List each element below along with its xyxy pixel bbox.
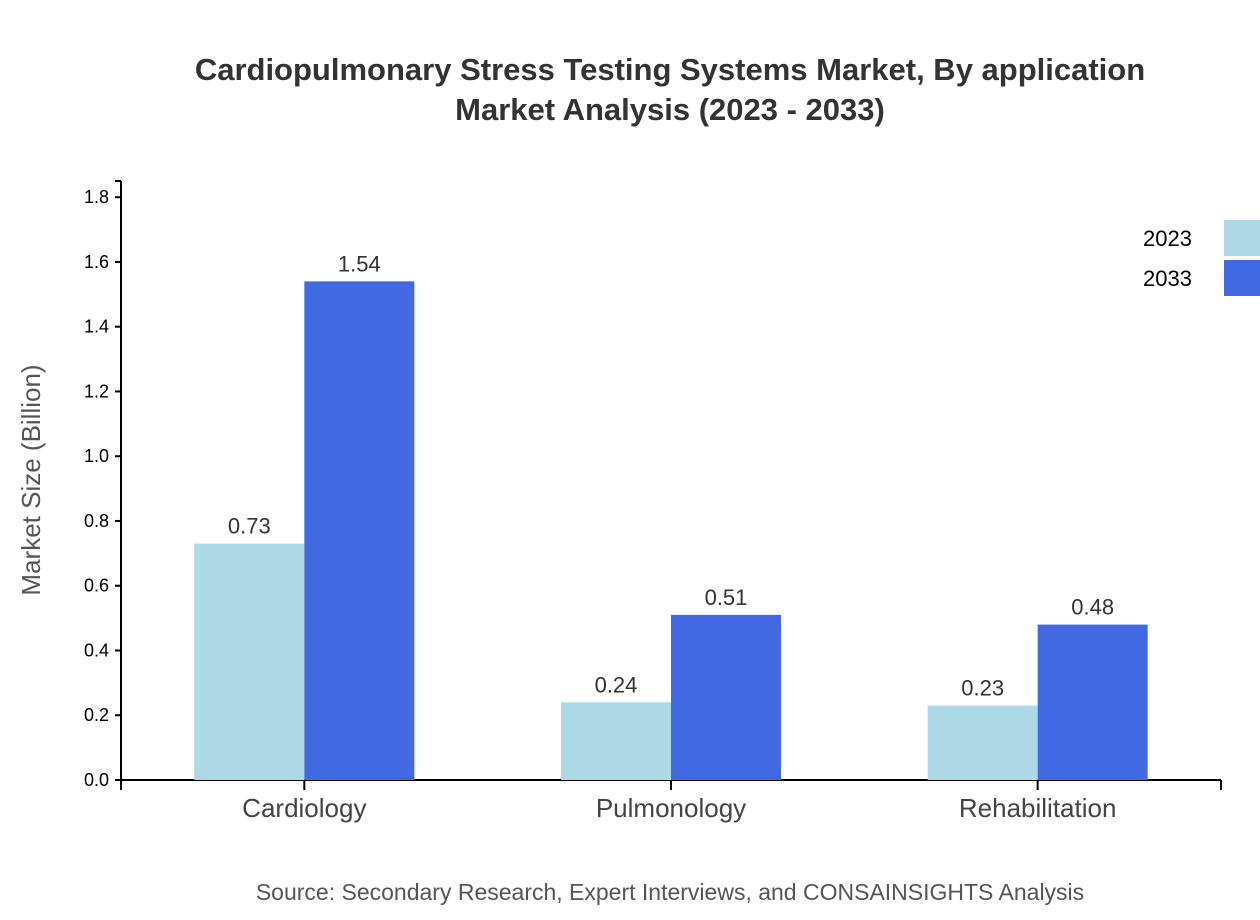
source-note: Source: Secondary Research, Expert Inter…	[256, 879, 1084, 905]
legend-label: 2033	[1143, 266, 1192, 291]
x-tick-label: Cardiology	[242, 793, 366, 823]
y-tick-label: 1.4	[84, 317, 109, 337]
bar-2033-pulmonology	[671, 614, 781, 780]
y-tick-label: 0.8	[84, 511, 109, 531]
y-tick-label: 0.4	[84, 640, 109, 660]
bar-2033-rehabilitation	[1037, 624, 1148, 780]
y-tick-label: 0.0	[84, 770, 109, 790]
y-tick-label: 0.2	[84, 705, 109, 725]
y-tick-label: 1.8	[84, 187, 109, 207]
bar-2033-cardiology	[304, 281, 415, 780]
data-label: 0.48	[1071, 595, 1114, 620]
x-tick-label: Rehabilitation	[959, 793, 1117, 823]
y-axis: 0.0 0.2 0.4 0.6 0.8 1.0 1.2 1.4 1.6 1.8	[84, 180, 122, 790]
data-label: 0.24	[595, 672, 638, 697]
bar-2023-rehabilitation	[927, 705, 1038, 780]
bar-2023-pulmonology	[561, 702, 671, 780]
x-axis: Cardiology Pulmonology Rehabilitation	[120, 779, 1222, 823]
legend-swatch-2033	[1224, 260, 1260, 296]
chart-title-line-2: Market Analysis (2023 - 2033)	[455, 92, 885, 127]
y-tick-label: 1.2	[84, 381, 109, 401]
chart-title-line-1: Cardiopulmonary Stress Testing Systems M…	[195, 52, 1145, 87]
bars: 0.73 1.54 0.24 0.51 0.23 0.48	[194, 251, 1148, 780]
y-tick-label: 0.6	[84, 576, 109, 596]
bar-2023-cardiology	[194, 543, 305, 780]
legend-swatch-2023	[1224, 220, 1260, 256]
data-label: 0.51	[705, 585, 748, 610]
data-label: 0.73	[228, 514, 271, 539]
y-tick-label: 1.0	[84, 446, 109, 466]
y-tick-label: 1.6	[84, 252, 109, 272]
legend-label: 2023	[1143, 226, 1192, 251]
data-label: 0.23	[961, 676, 1004, 701]
x-tick-label: Pulmonology	[596, 793, 746, 823]
data-label: 1.54	[338, 251, 381, 276]
legend: 2023 2033	[1143, 220, 1260, 296]
y-axis-label: Market Size (Billion)	[16, 364, 46, 595]
